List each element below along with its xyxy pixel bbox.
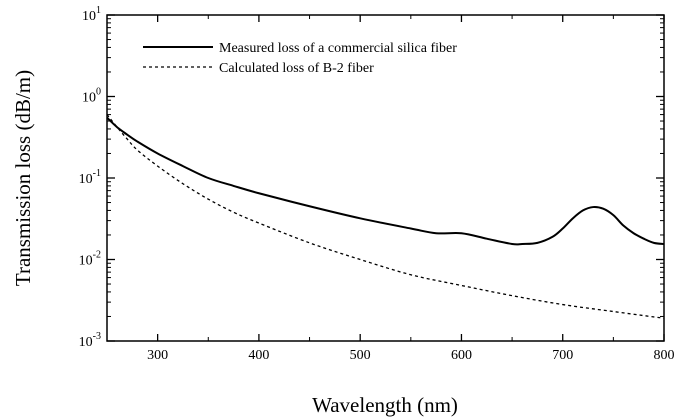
x-tick-label: 600 xyxy=(451,348,472,363)
y-axis-ticks: 10-3 10-2 10-1 100 101 xyxy=(79,5,664,350)
legend: Measured loss of a commercial silica fib… xyxy=(143,41,457,76)
plot-frame xyxy=(106,14,665,342)
series-line-measured xyxy=(106,116,665,246)
y-tick-label: 101 xyxy=(82,5,101,24)
x-tick-label: 500 xyxy=(350,348,371,363)
x-tick-label: 800 xyxy=(654,348,675,363)
x-tick-label: 400 xyxy=(248,348,269,363)
x-tick-label: 300 xyxy=(147,348,168,363)
x-axis-title: Wavelength (nm) xyxy=(312,393,458,417)
y-tick-label: 10-3 xyxy=(79,331,101,350)
y-tick-label: 100 xyxy=(82,87,101,106)
x-tick-label: 700 xyxy=(552,348,573,363)
x-axis-ticks: 300 400 500 600 700 800 xyxy=(106,15,675,363)
y-axis-title: Transmission loss (dB/m) xyxy=(11,70,35,286)
y-tick-label: 10-1 xyxy=(79,168,101,187)
series-layer xyxy=(106,114,665,319)
legend-label-measured: Measured loss of a commercial silica fib… xyxy=(219,41,457,56)
y-tick-label: 10-2 xyxy=(79,250,101,269)
legend-label-calculated: Calculated loss of B-2 fiber xyxy=(219,61,374,76)
series-line-calculated xyxy=(106,114,665,319)
